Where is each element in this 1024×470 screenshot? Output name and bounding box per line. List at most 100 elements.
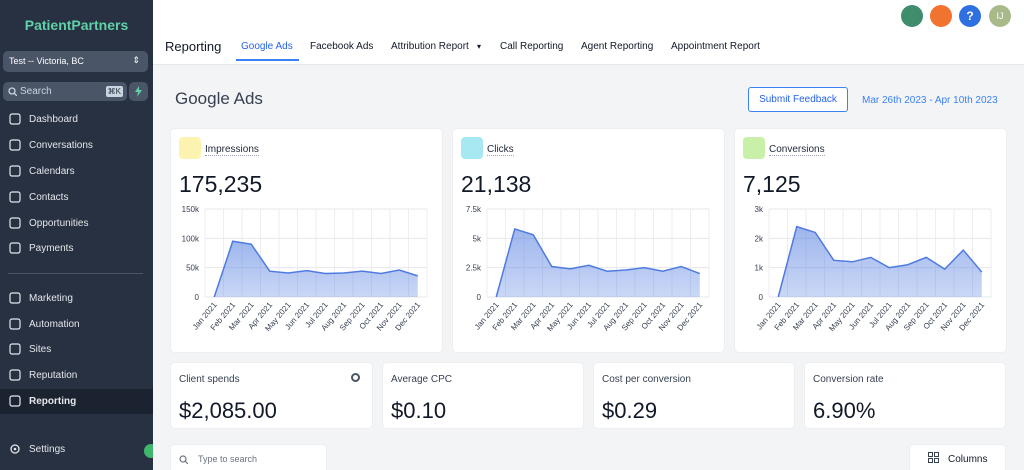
- dropdown-caret: ▾: [477, 42, 482, 51]
- chevron: ⇕: [132, 55, 140, 65]
- search-text: Search: [20, 86, 52, 97]
- nav-icon: [9, 292, 21, 304]
- nav-label: Opportunities: [29, 218, 89, 229]
- icon-shape: [9, 242, 21, 254]
- y-tick-label: 50k: [186, 264, 200, 273]
- icon-shape: [9, 395, 21, 407]
- nav-label: Contacts: [29, 192, 69, 203]
- feedback-button[interactable]: Submit Feedback: [748, 87, 848, 112]
- y-tick-label: 1k: [755, 264, 764, 273]
- icon-shape: [9, 369, 21, 381]
- tab[interactable]: Facebook Ads: [310, 41, 374, 52]
- collapse-button[interactable]: [144, 444, 153, 458]
- icon-shape: [9, 318, 21, 330]
- y-tick-label: 2.5k: [466, 264, 482, 273]
- tab[interactable]: Agent Reporting: [581, 41, 654, 52]
- avatar[interactable]: IJ: [989, 5, 1011, 27]
- nav-label: Sites: [29, 344, 52, 355]
- location: Test -- Victoria, BC: [9, 56, 84, 66]
- nav-icon: [9, 165, 21, 177]
- line: [495, 227, 701, 298]
- icon-shape: [9, 343, 21, 355]
- tab[interactable]: Google Ads: [241, 41, 293, 52]
- metric-card: Conversions 7,125 0 1k 2k 3k Jan 2021 Feb 2021 M…: [735, 129, 1006, 352]
- y-tick-label: 5k: [473, 234, 482, 243]
- search-placeholder: Type to search: [198, 454, 258, 464]
- nav-icon: [9, 191, 21, 203]
- nav-item[interactable]: Contacts: [0, 185, 153, 210]
- area: [214, 241, 418, 297]
- metric-icon: [461, 137, 483, 159]
- stat-label: Cost per conversion: [602, 374, 691, 385]
- nav-item[interactable]: Dashboard: [0, 107, 153, 132]
- nav-item[interactable]: Payments: [0, 236, 153, 261]
- nav-item[interactable]: Reporting: [0, 389, 153, 414]
- nav-label: Payments: [29, 243, 74, 254]
- tab-underline: [236, 59, 299, 61]
- location-select[interactable]: Test -- Victoria, BC ⇕: [3, 51, 148, 72]
- quick-action[interactable]: [129, 82, 148, 101]
- nav-item[interactable]: Marketing: [0, 286, 153, 311]
- nav-settings[interactable]: Settings: [0, 437, 153, 462]
- stat-label: Conversion rate: [813, 374, 884, 385]
- search[interactable]: Search ⌘K: [3, 82, 127, 101]
- stat-card: Average CPC $0.10: [383, 363, 583, 428]
- card-total: 175,235: [179, 171, 263, 197]
- nav-icon: [9, 318, 21, 330]
- nav-label: Dashboard: [29, 114, 78, 125]
- help-button[interactable]: ?: [959, 5, 981, 27]
- nav-item[interactable]: Sites: [0, 337, 153, 362]
- stat-card: Client spends $2,085.00: [171, 363, 372, 428]
- y-tick-label: 0: [759, 293, 764, 302]
- line: [777, 225, 983, 298]
- nav-item[interactable]: Opportunities: [0, 211, 153, 236]
- notification-button[interactable]: [930, 5, 952, 27]
- date-range[interactable]: Mar 26th 2023 - Apr 10th 2023: [862, 95, 998, 106]
- search-icon: [179, 455, 188, 464]
- tab[interactable]: Call Reporting: [500, 41, 564, 52]
- card-total: 21,138: [461, 171, 532, 197]
- tab[interactable]: Appointment Report: [671, 41, 760, 52]
- metric-card: Clicks 21,138 0 2.5k 5k 7.5k Jan 2021 Feb 2021 M…: [453, 129, 724, 352]
- divider: [8, 273, 143, 274]
- icon-shape: [9, 292, 21, 304]
- page-title: Google Ads: [175, 89, 263, 108]
- y-tick-label: 150k: [182, 205, 200, 214]
- stat-value: $0.10: [391, 398, 447, 423]
- stat-card: Conversion rate 6.90%: [805, 363, 1005, 428]
- nav-label: Conversations: [29, 140, 93, 151]
- nav-item[interactable]: Automation: [0, 312, 153, 337]
- y-tick-label: 0: [477, 293, 482, 302]
- nav-icon: [9, 113, 21, 125]
- area: [778, 226, 982, 297]
- metric-card: Impressions 175,235 0 50k 100k 150k Jan 2021 Fe…: [171, 129, 442, 352]
- table-search[interactable]: Type to search: [171, 445, 326, 470]
- columns-button[interactable]: Columns: [910, 445, 1005, 470]
- sidebar: PatientPartners Test -- Victoria, BC ⇕ Se…: [0, 0, 153, 470]
- card-title: Conversions: [769, 144, 825, 156]
- section-title: Reporting: [165, 39, 222, 54]
- topbar: Reporting Google Ads Facebook Ads Attribut…: [153, 0, 1024, 65]
- tab[interactable]: Attribution Report: [391, 41, 469, 52]
- search-icon: [8, 87, 17, 96]
- nav-item[interactable]: Calendars: [0, 159, 153, 184]
- settings-icon[interactable]: [351, 373, 360, 382]
- stat-value: 6.90%: [813, 398, 876, 423]
- y-tick-label: 7.5k: [466, 205, 482, 214]
- stat-value: $2,085.00: [179, 398, 277, 423]
- announce-button[interactable]: [901, 5, 923, 27]
- icon-shape: [9, 217, 21, 229]
- card-title: Impressions: [205, 144, 259, 156]
- columns-label: Columns: [948, 454, 988, 465]
- card-total: 7,125: [743, 171, 801, 197]
- nav-item[interactable]: Reputation: [0, 363, 153, 388]
- stat-label: Client spends: [179, 374, 240, 385]
- shortcut: ⌘K: [105, 86, 123, 97]
- gear-icon: [10, 444, 20, 454]
- stat-label: Average CPC: [391, 374, 452, 385]
- nav-icon: [9, 343, 21, 355]
- nav-item[interactable]: Conversations: [0, 133, 153, 158]
